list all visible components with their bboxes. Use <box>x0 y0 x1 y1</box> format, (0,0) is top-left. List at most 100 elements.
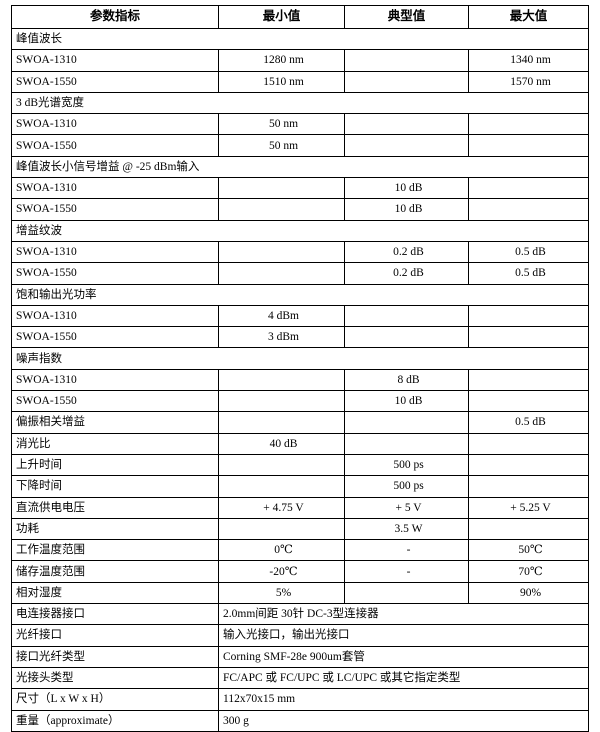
table-row: 光纤接口 输入光接口，输出光接口 <box>11 624 589 647</box>
table-row: 下降时间 500 ps <box>11 475 589 498</box>
table-row: 饱和输出光功率 <box>11 283 589 306</box>
table-row: 噪声指数 <box>11 347 589 370</box>
parameter-cell: SWOA-1550 <box>11 390 219 413</box>
table-row: SWOA-1310 50 nm <box>11 113 589 136</box>
table-row: 直流供电电压 + 4.75 V + 5 V + 5.25 V <box>11 496 589 519</box>
max-value-cell <box>468 517 589 541</box>
typ-value-cell <box>344 326 469 349</box>
min-value-cell: 40 dB <box>218 432 345 455</box>
table-row: SWOA-1550 10 dB <box>11 390 589 413</box>
table-row: SWOA-1310 8 dB <box>11 368 589 392</box>
typ-value-cell <box>344 134 469 157</box>
section-heading-cell: 3 dB光谱宽度 <box>11 91 589 115</box>
min-value-cell: 4 dBm <box>218 304 345 328</box>
parameter-cell: 相对湿度 <box>11 581 219 605</box>
max-value-cell <box>468 390 589 413</box>
column-header-typ: 典型值 <box>344 5 469 29</box>
parameter-cell: SWOA-1310 <box>11 177 219 200</box>
table-row: 上升时间 500 ps <box>11 453 589 477</box>
table-row: 尺寸（L x W x H） 112x70x15 mm <box>11 688 589 711</box>
max-value-cell <box>468 453 589 477</box>
typ-value-cell: 8 dB <box>344 368 469 392</box>
typ-value-cell: 3.5 W <box>344 517 469 541</box>
parameter-cell: 重量（approximate） <box>11 709 219 732</box>
max-value-cell: 0.5 dB <box>468 262 589 285</box>
table-row: 相对湿度 5% 90% <box>11 581 589 605</box>
min-value-cell <box>218 411 345 434</box>
min-value-cell: -20℃ <box>218 560 345 583</box>
min-value-cell: 1510 nm <box>218 70 345 93</box>
parameter-cell: 功耗 <box>11 517 219 541</box>
merged-value-cell: FC/APC 或 FC/UPC 或 LC/UPC 或其它指定类型 <box>218 666 589 690</box>
max-value-cell: 70℃ <box>468 560 589 583</box>
min-value-cell: + 4.75 V <box>218 496 345 519</box>
min-value-cell: 1280 nm <box>218 49 345 72</box>
section-heading-cell: 饱和输出光功率 <box>11 283 589 306</box>
merged-value-cell: 输入光接口，输出光接口 <box>218 624 589 647</box>
max-value-cell <box>468 368 589 392</box>
min-value-cell: 3 dBm <box>218 326 345 349</box>
typ-value-cell <box>344 581 469 605</box>
min-value-cell <box>218 177 345 200</box>
max-value-cell <box>468 304 589 328</box>
merged-value-cell: 112x70x15 mm <box>218 688 589 711</box>
max-value-cell: 90% <box>468 581 589 605</box>
table-row: 消光比 40 dB <box>11 432 589 455</box>
parameter-cell: SWOA-1550 <box>11 326 219 349</box>
min-value-cell <box>218 262 345 285</box>
max-value-cell <box>468 134 589 157</box>
typ-value-cell <box>344 304 469 328</box>
table-row: SWOA-1550 3 dBm <box>11 326 589 349</box>
max-value-cell <box>468 475 589 498</box>
min-value-cell <box>218 517 345 541</box>
typ-value-cell: 500 ps <box>344 453 469 477</box>
parameter-cell: 光纤接口 <box>11 624 219 647</box>
min-value-cell <box>218 198 345 221</box>
max-value-cell <box>468 113 589 136</box>
typ-value-cell <box>344 432 469 455</box>
max-value-cell: 50℃ <box>468 539 589 562</box>
parameter-cell: 储存温度范围 <box>11 560 219 583</box>
section-heading-cell: 峰值波长 <box>11 27 589 51</box>
table-row: 峰值波长小信号增益 @ -25 dBm输入 <box>11 155 589 179</box>
parameter-cell: 上升时间 <box>11 453 219 477</box>
parameter-cell: 消光比 <box>11 432 219 455</box>
typ-value-cell: 10 dB <box>344 198 469 221</box>
typ-value-cell: 0.2 dB <box>344 262 469 285</box>
typ-value-cell <box>344 49 469 72</box>
table-row: 偏振相关增益 0.5 dB <box>11 411 589 434</box>
max-value-cell: 1570 nm <box>468 70 589 93</box>
min-value-cell: 0℃ <box>218 539 345 562</box>
parameter-cell: 直流供电电压 <box>11 496 219 519</box>
table-row: SWOA-1310 10 dB <box>11 177 589 200</box>
parameter-cell: SWOA-1550 <box>11 262 219 285</box>
table-body: 峰值波长 SWOA-1310 1280 nm 1340 nm SWOA-1550 1510… <box>11 27 589 732</box>
parameter-cell: 偏振相关增益 <box>11 411 219 434</box>
typ-value-cell: + 5 V <box>344 496 469 519</box>
parameter-cell: SWOA-1310 <box>11 304 219 328</box>
min-value-cell <box>218 240 345 264</box>
table-row: 工作温度范围 0℃ -50℃ <box>11 539 589 562</box>
table-row: SWOA-1310 1280 nm 1340 nm <box>11 49 589 72</box>
typ-value-cell: 10 dB <box>344 390 469 413</box>
max-value-cell <box>468 198 589 221</box>
typ-value-cell: - <box>344 539 469 562</box>
max-value-cell: + 5.25 V <box>468 496 589 519</box>
column-header-min: 最小值 <box>218 5 345 29</box>
table-row: 峰值波长 <box>11 27 589 51</box>
max-value-cell: 0.5 dB <box>468 411 589 434</box>
min-value-cell <box>218 390 345 413</box>
typ-value-cell: 10 dB <box>344 177 469 200</box>
max-value-cell <box>468 432 589 455</box>
merged-value-cell: 300 g <box>218 709 589 732</box>
typ-value-cell: - <box>344 560 469 583</box>
merged-value-cell: 2.0mm间距 30针 DC-3型连接器 <box>218 603 589 626</box>
table-row: SWOA-1310 4 dBm <box>11 304 589 328</box>
parameter-cell: SWOA-1310 <box>11 240 219 264</box>
table-row: 功耗 3.5 W <box>11 517 589 541</box>
specification-table: 参数指标 最小值 典型值 最大值 峰值波长 SWOA-1310 1280 nm 134… <box>11 5 589 732</box>
parameter-cell: SWOA-1310 <box>11 113 219 136</box>
table-row: 接口光纤类型 Corning SMF-28e 900um套管 <box>11 645 589 668</box>
parameter-cell: SWOA-1310 <box>11 49 219 72</box>
section-heading-cell: 噪声指数 <box>11 347 589 370</box>
